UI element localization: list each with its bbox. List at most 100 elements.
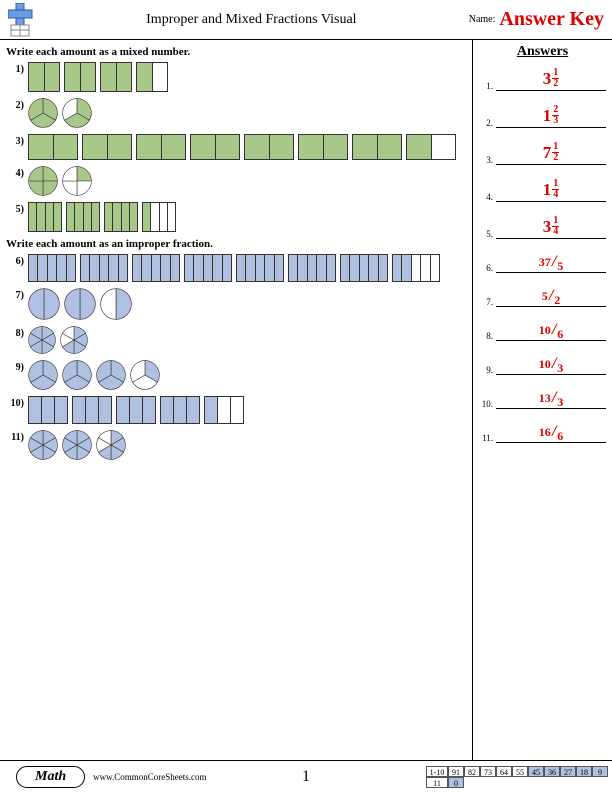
fraction-shape <box>204 396 244 424</box>
answer-value: 114 <box>496 179 606 202</box>
problem-row: 3) <box>6 134 466 160</box>
answer-value: 37/5 <box>496 253 606 273</box>
shapes-container <box>28 254 440 282</box>
fraction-shape <box>64 62 96 92</box>
answer-number: 1. <box>479 81 493 91</box>
answer-value: 314 <box>496 216 606 239</box>
grade-cell: 91 <box>448 766 464 777</box>
fraction-shape <box>184 254 232 282</box>
problem-row: 5) <box>6 202 466 232</box>
fraction-shape <box>298 134 348 160</box>
shapes-container <box>28 202 176 232</box>
answer-row: 9.10/3 <box>479 355 606 375</box>
fraction-shape <box>236 254 284 282</box>
problem-number: 9) <box>6 360 24 373</box>
answers-heading: Answers <box>479 44 606 60</box>
fraction-shape <box>244 134 294 160</box>
fraction-shape <box>62 98 92 128</box>
fraction-shape <box>392 254 440 282</box>
answer-row: 5.314 <box>479 216 606 239</box>
answer-value: 10/3 <box>496 355 606 375</box>
answer-key-label: Answer Key <box>499 8 604 31</box>
fraction-shape <box>96 430 126 460</box>
math-badge: Math <box>16 766 85 788</box>
answer-value: 312 <box>496 68 606 91</box>
fraction-shape <box>64 288 96 320</box>
logo-icon <box>8 3 34 37</box>
grade-cell: 64 <box>496 766 512 777</box>
answer-value: 10/6 <box>496 321 606 341</box>
fraction-shape <box>136 134 186 160</box>
problem-row: 8) <box>6 326 466 354</box>
problem-number: 7) <box>6 288 24 301</box>
fraction-shape <box>116 396 156 424</box>
instruction-mixed: Write each amount as a mixed number. <box>6 46 466 58</box>
problem-number: 8) <box>6 326 24 339</box>
grade-cell: 55 <box>512 766 528 777</box>
answer-number: 10. <box>479 399 493 409</box>
answer-number: 11. <box>479 433 493 443</box>
fraction-shape <box>80 254 128 282</box>
problem-number: 6) <box>6 254 24 267</box>
problem-row: 11) <box>6 430 466 460</box>
footer-url: www.CommonCoreSheets.com <box>93 772 206 782</box>
worksheet-page: Improper and Mixed Fractions Visual Name… <box>0 0 612 792</box>
shapes-container <box>28 166 92 196</box>
fraction-shape <box>62 430 92 460</box>
fraction-shape <box>190 134 240 160</box>
answer-row: 11.16/6 <box>479 423 606 443</box>
fraction-shape <box>28 254 76 282</box>
grade-cell: 73 <box>480 766 496 777</box>
grade-cell: 27 <box>560 766 576 777</box>
grade-label: 11 <box>426 777 448 788</box>
fraction-shape <box>96 360 126 390</box>
fraction-shape <box>62 166 92 196</box>
problem-row: 7) <box>6 288 466 320</box>
grade-grid: 1-109182736455453627189110 <box>426 766 608 788</box>
answer-number: 6. <box>479 263 493 273</box>
problem-row: 2) <box>6 98 466 128</box>
page-number: 1 <box>302 768 310 786</box>
problem-row: 1) <box>6 62 466 92</box>
answer-row: 2.123 <box>479 105 606 128</box>
answer-value: 16/6 <box>496 423 606 443</box>
shapes-container <box>28 288 132 320</box>
answer-row: 7.5/2 <box>479 287 606 307</box>
fraction-shape <box>28 166 58 196</box>
shapes-container <box>28 430 126 460</box>
answer-value: 13/3 <box>496 389 606 409</box>
answer-row: 4.114 <box>479 179 606 202</box>
fraction-shape <box>132 254 180 282</box>
grade-cell: 18 <box>576 766 592 777</box>
answer-row: 10.13/3 <box>479 389 606 409</box>
problem-number: 5) <box>6 202 24 215</box>
shapes-container <box>28 396 244 424</box>
answer-row: 6.37/5 <box>479 253 606 273</box>
answer-value: 712 <box>496 142 606 165</box>
fraction-shape <box>288 254 336 282</box>
answer-row: 3.712 <box>479 142 606 165</box>
answer-number: 4. <box>479 192 493 202</box>
shapes-container <box>28 62 168 92</box>
answer-number: 5. <box>479 229 493 239</box>
grade-cell: 82 <box>464 766 480 777</box>
fraction-shape <box>28 62 60 92</box>
footer: Math www.CommonCoreSheets.com 1 1-109182… <box>0 760 612 792</box>
answer-number: 7. <box>479 297 493 307</box>
fraction-shape <box>130 360 160 390</box>
fraction-shape <box>28 288 60 320</box>
answer-number: 9. <box>479 365 493 375</box>
page-title: Improper and Mixed Fractions Visual <box>34 12 469 28</box>
problem-row: 9) <box>6 360 466 390</box>
problem-number: 1) <box>6 62 24 75</box>
problems-column: Write each amount as a mixed number. 1) 2)… <box>0 40 472 760</box>
fraction-shape <box>28 326 56 354</box>
fraction-shape <box>28 360 58 390</box>
grade-label: 1-10 <box>426 766 448 777</box>
fraction-shape <box>406 134 456 160</box>
instruction-improper: Write each amount as an improper fractio… <box>6 238 466 250</box>
fraction-shape <box>104 202 138 232</box>
fraction-shape <box>160 396 200 424</box>
problem-row: 10) <box>6 396 466 424</box>
name-label: Name: <box>469 14 496 25</box>
